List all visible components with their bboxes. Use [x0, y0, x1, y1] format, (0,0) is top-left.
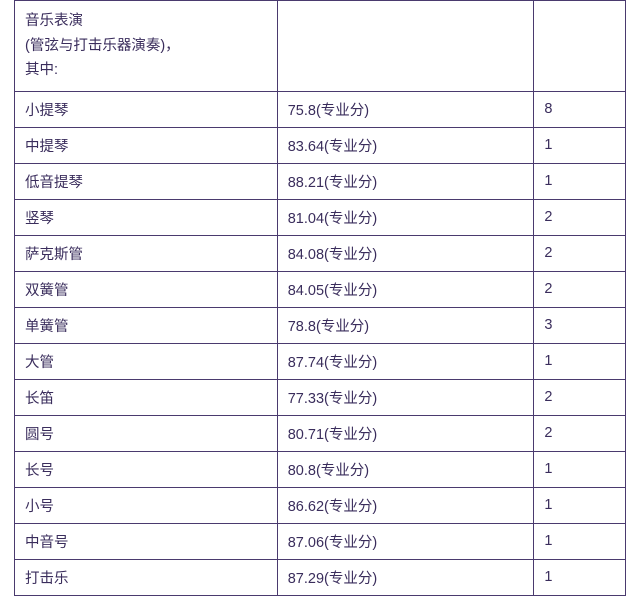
score-cell: 84.05(专业分)	[277, 271, 534, 307]
table-row: 长笛77.33(专业分)2	[15, 379, 626, 415]
table-row: 萨克斯管84.08(专业分)2	[15, 235, 626, 271]
score-cell: 80.71(专业分)	[277, 415, 534, 451]
instrument-cell: 单簧管	[15, 307, 278, 343]
instrument-cell: 低音提琴	[15, 163, 278, 199]
instrument-cell: 小号	[15, 487, 278, 523]
instrument-cell: 大管	[15, 343, 278, 379]
count-cell: 2	[534, 199, 626, 235]
count-cell: 1	[534, 559, 626, 595]
table-row: 中音号87.06(专业分)1	[15, 523, 626, 559]
header-line-1: 音乐表演	[25, 9, 267, 34]
score-cell: 88.21(专业分)	[277, 163, 534, 199]
instrument-cell: 小提琴	[15, 91, 278, 127]
score-cell: 84.08(专业分)	[277, 235, 534, 271]
instrument-cell: 长笛	[15, 379, 278, 415]
instrument-cell: 中音号	[15, 523, 278, 559]
table-row: 打击乐87.29(专业分)1	[15, 559, 626, 595]
table-row: 长号80.8(专业分)1	[15, 451, 626, 487]
instrument-cell: 萨克斯管	[15, 235, 278, 271]
count-cell: 1	[534, 127, 626, 163]
count-cell: 2	[534, 271, 626, 307]
score-cell: 87.74(专业分)	[277, 343, 534, 379]
score-cell: 75.8(专业分)	[277, 91, 534, 127]
table-row: 圆号80.71(专业分)2	[15, 415, 626, 451]
instrument-cell: 中提琴	[15, 127, 278, 163]
count-cell: 8	[534, 91, 626, 127]
score-cell: 78.8(专业分)	[277, 307, 534, 343]
count-cell: 2	[534, 235, 626, 271]
score-cell: 87.06(专业分)	[277, 523, 534, 559]
instrument-cell: 圆号	[15, 415, 278, 451]
count-cell: 1	[534, 163, 626, 199]
header-count-cell	[534, 1, 626, 92]
score-cell: 87.29(专业分)	[277, 559, 534, 595]
table-row: 双簧管84.05(专业分)2	[15, 271, 626, 307]
count-cell: 2	[534, 379, 626, 415]
header-score-cell	[277, 1, 534, 92]
count-cell: 1	[534, 451, 626, 487]
table-row: 中提琴83.64(专业分)1	[15, 127, 626, 163]
score-cell: 83.64(专业分)	[277, 127, 534, 163]
table-row: 小提琴75.8(专业分)8	[15, 91, 626, 127]
table-container: 音乐表演 (管弦与打击乐器演奏)， 其中: 小提琴75.8(专业分)8中提琴83…	[0, 0, 640, 596]
score-cell: 86.62(专业分)	[277, 487, 534, 523]
instrument-cell: 竖琴	[15, 199, 278, 235]
table-row: 大管87.74(专业分)1	[15, 343, 626, 379]
count-cell: 1	[534, 523, 626, 559]
count-cell: 1	[534, 487, 626, 523]
table-row: 小号86.62(专业分)1	[15, 487, 626, 523]
count-cell: 2	[534, 415, 626, 451]
table-row: 低音提琴88.21(专业分)1	[15, 163, 626, 199]
instrument-cell: 打击乐	[15, 559, 278, 595]
instrument-score-table: 音乐表演 (管弦与打击乐器演奏)， 其中: 小提琴75.8(专业分)8中提琴83…	[14, 0, 626, 596]
score-cell: 81.04(专业分)	[277, 199, 534, 235]
table-header-row: 音乐表演 (管弦与打击乐器演奏)， 其中:	[15, 1, 626, 92]
header-line-3: 其中:	[25, 58, 267, 83]
header-category-cell: 音乐表演 (管弦与打击乐器演奏)， 其中:	[15, 1, 278, 92]
score-cell: 80.8(专业分)	[277, 451, 534, 487]
header-line-2: (管弦与打击乐器演奏)，	[25, 34, 267, 59]
count-cell: 1	[534, 343, 626, 379]
instrument-cell: 长号	[15, 451, 278, 487]
table-row: 竖琴81.04(专业分)2	[15, 199, 626, 235]
count-cell: 3	[534, 307, 626, 343]
score-cell: 77.33(专业分)	[277, 379, 534, 415]
table-row: 单簧管78.8(专业分)3	[15, 307, 626, 343]
instrument-cell: 双簧管	[15, 271, 278, 307]
